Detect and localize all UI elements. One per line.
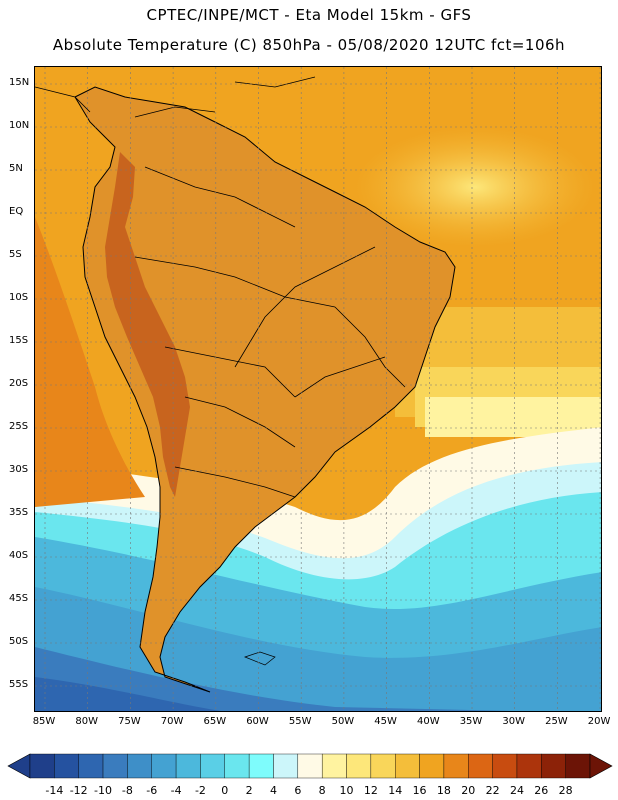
colorbar-swatch-16 — [419, 753, 445, 779]
lat-label-35s: 35S — [9, 507, 29, 518]
chart-title-line1: CPTEC/INPE/MCT - Eta Model 15km - GFS — [146, 6, 472, 24]
cold-band-minus6 — [35, 647, 514, 711]
colorbar-swatch-19 — [492, 753, 518, 779]
colorbar-max-arrow — [589, 753, 613, 779]
lon-label-80w: 80W — [75, 716, 98, 727]
south-america-land — [74, 86, 456, 693]
colorbar-swatch-0 — [29, 753, 55, 779]
colorbar-swatch-9 — [248, 753, 274, 779]
colorbar-swatch-6 — [175, 753, 201, 779]
colorbar-label: 2 — [245, 784, 253, 797]
colorbar-label: 20 — [461, 784, 476, 797]
colorbar-swatch-12 — [321, 753, 347, 779]
colorbar-label: 24 — [509, 784, 524, 797]
colorbar-label: -12 — [69, 784, 88, 797]
lon-label-55w: 55W — [288, 716, 312, 727]
lat-label-50s: 50S — [9, 636, 29, 647]
lat-label-15n: 15N — [9, 77, 30, 88]
lat-label-5s: 5S — [9, 249, 22, 260]
lon-label-60w: 60W — [246, 716, 269, 727]
colorbar-label: 22 — [485, 784, 500, 797]
lat-label-25s: 25S — [9, 421, 29, 432]
lon-label-20w: 20W — [587, 716, 611, 727]
colorbar-label: 4 — [269, 784, 277, 797]
colorbar-swatch-20 — [516, 753, 542, 779]
colorbar-swatch-5 — [151, 753, 177, 779]
lat-label-40s: 40S — [9, 550, 29, 561]
colorbar-label: 0 — [221, 784, 229, 797]
colorbar-swatch-4 — [127, 753, 152, 779]
lat-label-10s: 10S — [9, 292, 29, 303]
colorbar-label: -6 — [146, 784, 158, 797]
colorbar-label: 12 — [363, 784, 378, 797]
colorbar-swatch-8 — [224, 753, 250, 779]
lon-label-85w: 85W — [32, 716, 56, 727]
colorbar-swatch-10 — [273, 753, 299, 779]
chart-title-line2: Absolute Temperature (C) 850hPa - 05/08/… — [52, 36, 566, 54]
lon-label-25w: 25W — [545, 716, 568, 727]
colorbar-swatch-14 — [370, 753, 396, 779]
west-cold-tongue — [35, 217, 145, 507]
atlantic-band-10 — [425, 397, 601, 437]
colorbar-swatch-15 — [395, 753, 420, 779]
colorbar-swatch-3 — [102, 753, 128, 779]
colorbar-label: 8 — [318, 784, 326, 797]
lat-label-10n: 10N — [9, 120, 30, 131]
colorbar-label: 28 — [558, 784, 573, 797]
colorbar-label: -8 — [121, 784, 133, 797]
colorbar-swatch-17 — [443, 753, 469, 779]
cold-band-minus8 — [35, 677, 221, 711]
colorbar-swatch-2 — [78, 753, 104, 779]
lat-label-15s: 15S — [9, 335, 29, 346]
temperature-map — [34, 66, 602, 712]
caribbean-coast — [35, 76, 316, 118]
colorbar-swatch-11 — [297, 753, 323, 779]
lat-label-55s: 55S — [9, 679, 29, 690]
lon-label-70w: 70W — [160, 716, 184, 727]
andes-ridge — [105, 152, 190, 497]
atlantic-warm-patch — [355, 127, 595, 247]
lat-label-45s: 45S — [9, 593, 29, 604]
lon-label-30w: 30W — [502, 716, 525, 727]
colorbar-swatch-7 — [200, 753, 225, 779]
lon-label-65w: 65W — [203, 716, 227, 727]
lat-label-20s: 20S — [9, 378, 29, 389]
colorbar — [7, 753, 613, 779]
graticule-lines — [35, 67, 601, 711]
colorbar-swatch-18 — [468, 753, 493, 779]
country-borders — [134, 166, 406, 498]
colorbar-swatch-21 — [541, 753, 566, 779]
map-canvas — [35, 67, 601, 711]
lon-label-35w: 35W — [459, 716, 483, 727]
lon-label-45w: 45W — [374, 716, 397, 727]
colorbar-label: 10 — [339, 784, 354, 797]
colorbar-min-arrow — [7, 753, 31, 779]
lon-label-40w: 40W — [416, 716, 440, 727]
colorbar-label: -4 — [170, 784, 182, 797]
colorbar-swatch-13 — [346, 753, 372, 779]
colorbar-swatch-1 — [54, 753, 79, 779]
lon-label-50w: 50W — [331, 716, 355, 727]
colorbar-label: 16 — [412, 784, 427, 797]
colorbar-label: 6 — [294, 784, 302, 797]
lon-label-75w: 75W — [118, 716, 141, 727]
colorbar-label: 26 — [534, 784, 549, 797]
lat-label-eq: EQ — [9, 206, 24, 217]
lat-label-30s: 30S — [9, 464, 29, 475]
colorbar-label: -10 — [94, 784, 113, 797]
colorbar-label: 18 — [436, 784, 451, 797]
graticule — [35, 67, 601, 711]
lat-label-5n: 5N — [9, 163, 23, 174]
colorbar-label: -14 — [45, 784, 64, 797]
colorbar-label: 14 — [388, 784, 403, 797]
colorbar-swatch-22 — [565, 753, 591, 779]
colorbar-label: -2 — [194, 784, 206, 797]
